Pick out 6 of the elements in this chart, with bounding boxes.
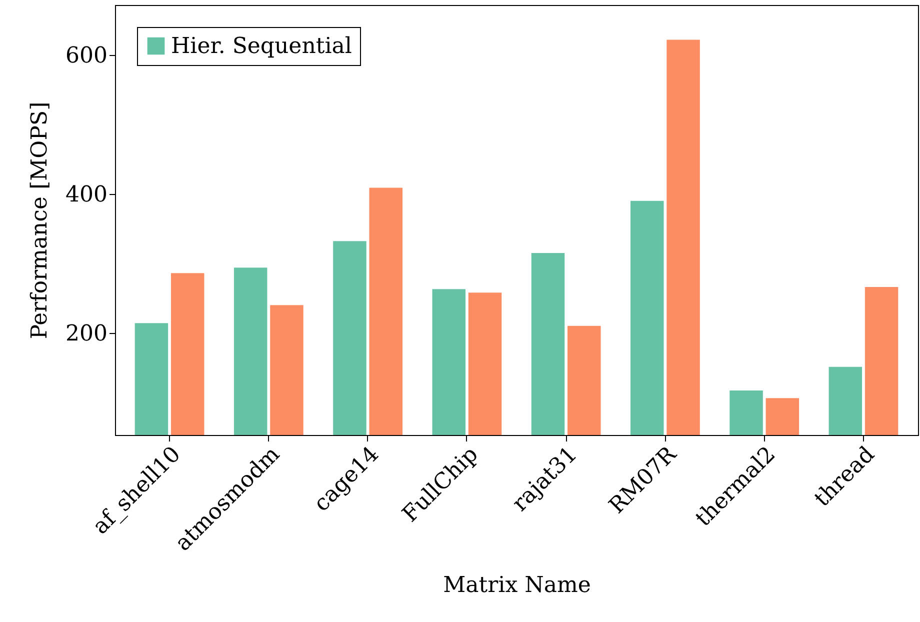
legend-label: Hier. Sequential [171, 34, 352, 59]
x-axis-title: Matrix Name [443, 572, 591, 598]
y-tick-label: 600 [66, 44, 108, 69]
y-axis-title: Performance [MOPS] [28, 102, 53, 340]
y-tick-label: 400 [66, 182, 108, 208]
y-tick-label: 200 [66, 321, 108, 346]
